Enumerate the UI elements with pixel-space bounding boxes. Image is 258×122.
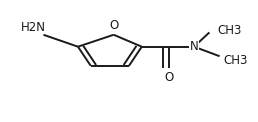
Text: CH3: CH3	[223, 55, 248, 67]
Text: N: N	[190, 40, 198, 53]
Text: CH3: CH3	[217, 24, 241, 36]
Text: O: O	[109, 19, 118, 32]
Text: H2N: H2N	[21, 20, 45, 34]
Text: O: O	[164, 71, 173, 84]
